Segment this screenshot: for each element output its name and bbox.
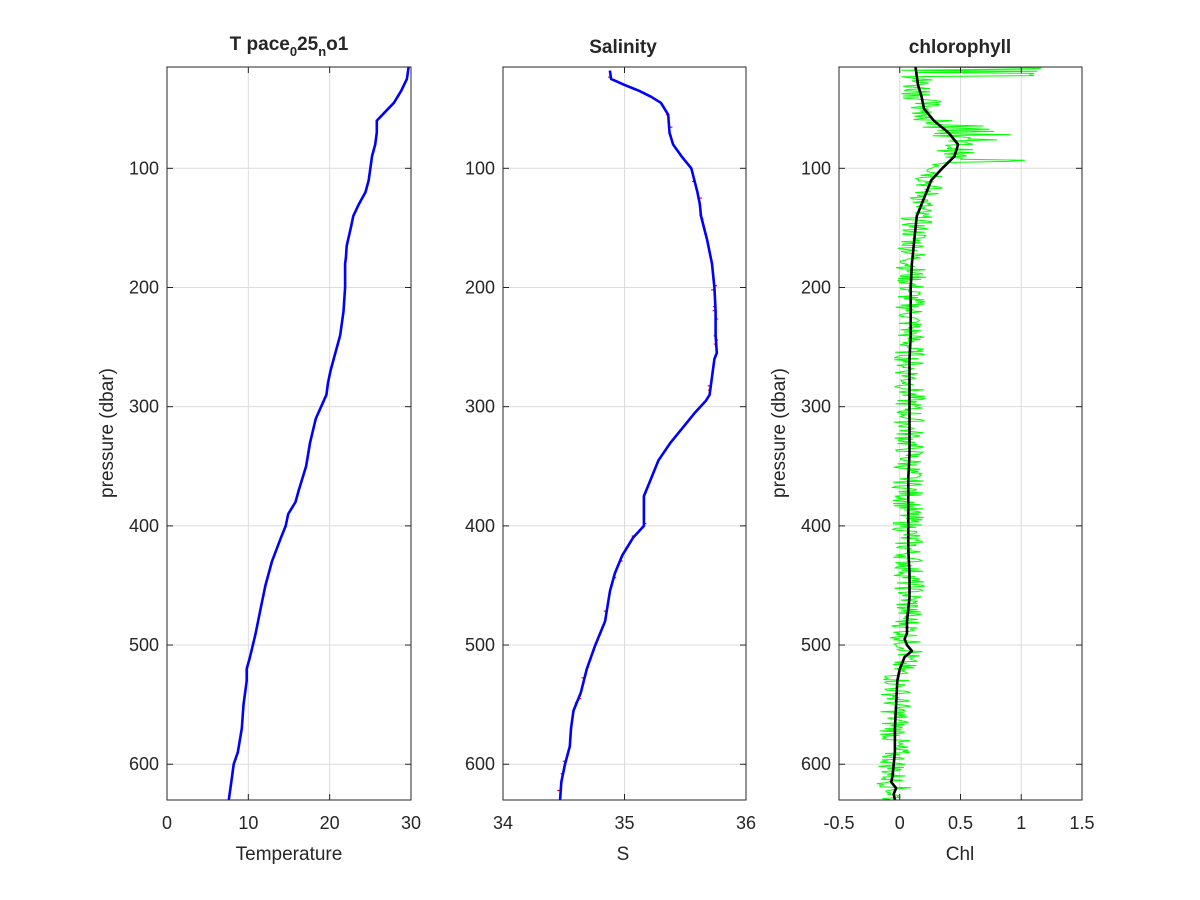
temperature-grid	[167, 67, 411, 800]
x-tick-label: 1	[1016, 813, 1026, 833]
y-tick-label: 600	[801, 754, 831, 774]
y-tick-label: 200	[801, 277, 831, 297]
y-tick-label: 200	[465, 277, 495, 297]
panel-chlorophyll: -0.5 0 0.5 1 1.5 100 200 300 400 500 600 chlorophy…	[769, 37, 1095, 865]
title-part-end: o1	[326, 34, 349, 55]
chlorophyll-profile-line	[889, 66, 960, 801]
title-subscript-0: 0	[290, 44, 297, 59]
chlorophyll-xlabel: Chl	[946, 844, 975, 865]
x-tick-label: 10	[238, 813, 258, 833]
y-tick-label: 100	[801, 158, 831, 178]
chlorophyll-series-layer	[889, 66, 960, 801]
y-tick-label: 600	[129, 754, 159, 774]
temperature-axes-box	[166, 66, 412, 801]
y-tick-label: 400	[129, 516, 159, 536]
chlorophyll-title: chlorophyll	[909, 37, 1011, 58]
y-tick-label: 400	[465, 516, 495, 536]
salinity-series-layer	[558, 70, 719, 801]
salinity-title: Salinity	[589, 37, 657, 58]
x-tick-label: 0	[895, 813, 905, 833]
chlorophyll-grid	[839, 67, 1082, 800]
y-tick-label: 600	[465, 754, 495, 774]
y-tick-label: 500	[801, 635, 831, 655]
salinity-grid	[503, 67, 746, 800]
x-tick-label: 1.5	[1069, 813, 1094, 833]
x-tick-label: 0	[162, 813, 172, 833]
chlorophyll-raw-trace	[876, 66, 1042, 801]
y-tick-label: 400	[801, 516, 831, 536]
temperature-ylabel: pressure (dbar)	[97, 368, 118, 498]
temperature-profile-line	[227, 66, 410, 801]
x-tick-label: 0.5	[948, 813, 973, 833]
y-tick-label: 100	[465, 158, 495, 178]
chlorophyll-ticks: -0.5 0 0.5 1 1.5 100 200 300 400 500 600	[801, 67, 1095, 833]
x-tick-label: 35	[614, 813, 634, 833]
title-part-25: 25	[297, 34, 319, 55]
temperature-xlabel: Temperature	[236, 844, 343, 865]
title-subscript-n: n	[318, 44, 326, 59]
y-tick-label: 200	[129, 277, 159, 297]
salinity-profile-line	[558, 70, 719, 801]
salinity-xlabel: S	[617, 844, 630, 865]
x-tick-label: 30	[401, 813, 421, 833]
x-tick-label: 34	[493, 813, 513, 833]
y-tick-label: 300	[465, 397, 495, 417]
temperature-title: T pace025no1	[230, 34, 349, 59]
x-tick-label: 36	[736, 813, 756, 833]
chlorophyll-raw-layer	[876, 66, 1042, 801]
x-tick-label: -0.5	[823, 813, 854, 833]
panel-salinity: 34 35 36 100 200 300 400 500 600 Salinity S	[465, 37, 756, 865]
x-tick-label: 20	[320, 813, 340, 833]
temperature-series-layer	[227, 66, 410, 801]
salinity-ticks: 34 35 36 100 200 300 400 500 600	[465, 67, 756, 833]
y-tick-label: 500	[129, 635, 159, 655]
chlorophyll-ylabel: pressure (dbar)	[769, 368, 790, 498]
y-tick-label: 500	[465, 635, 495, 655]
y-tick-label: 100	[129, 158, 159, 178]
y-tick-label: 300	[801, 397, 831, 417]
y-tick-label: 300	[129, 397, 159, 417]
temperature-ticks: 0 10 20 30 100 200 300 400 500 600	[129, 67, 421, 833]
title-part-main: T pace	[230, 34, 290, 55]
